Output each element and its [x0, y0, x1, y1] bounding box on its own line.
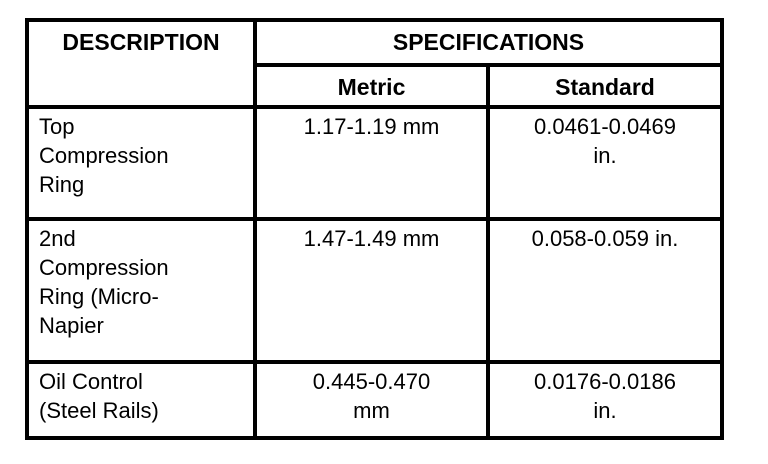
standard-value-cell: 0.058-0.059 in. — [485, 217, 725, 364]
description-cell: 2nd Compression Ring (Micro- Napier — [25, 217, 257, 364]
metric-value-cell: 1.47-1.49 mm — [253, 217, 490, 364]
header-specifications: SPECIFICATIONS — [252, 18, 725, 67]
standard-value-cell: 0.0176-0.0186 in. — [485, 360, 725, 440]
header-description: DESCRIPTION — [25, 18, 257, 109]
header-row-sub: Metric Standard — [27, 63, 725, 109]
header-standard: Standard — [485, 63, 725, 109]
standard-value-cell: 0.0461-0.0469 in. — [485, 105, 725, 221]
description-cell: Top Compression Ring — [25, 105, 257, 221]
specifications-table: DESCRIPTION SPECIFICATIONS Metric Standa… — [25, 18, 725, 440]
table-row-oil-control: Oil Control (Steel Rails) 0.445-0.470 mm… — [25, 360, 725, 440]
header-metric: Metric — [253, 63, 490, 109]
header-row-top: DESCRIPTION SPECIFICATIONS — [25, 18, 725, 109]
table-row-2nd-compression-ring: 2nd Compression Ring (Micro- Napier 1.47… — [25, 217, 725, 364]
table-row-top-compression-ring: Top Compression Ring 1.17-1.19 mm 0.0461… — [25, 105, 725, 221]
description-cell: Oil Control (Steel Rails) — [25, 360, 257, 440]
metric-value-cell: 0.445-0.470 mm — [253, 360, 490, 440]
metric-value-cell: 1.17-1.19 mm — [253, 105, 490, 221]
